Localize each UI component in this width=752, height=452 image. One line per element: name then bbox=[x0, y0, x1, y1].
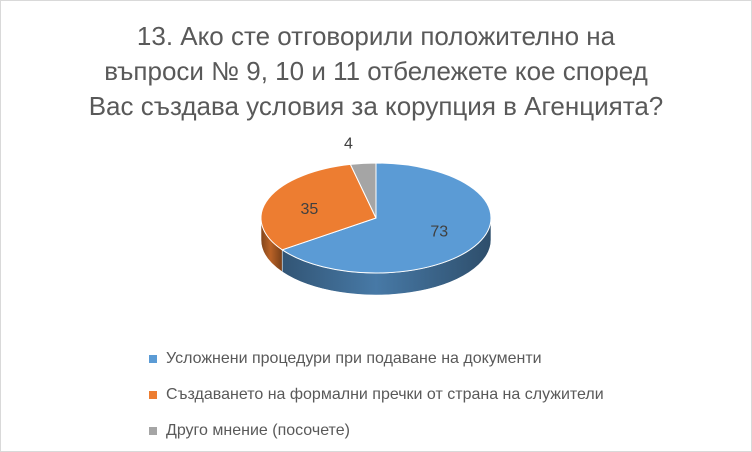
chart-title: 13. Ако сте отговорили положително на въ… bbox=[61, 19, 691, 124]
legend-swatch-other-opinion bbox=[149, 427, 157, 435]
pie-slice-other-opinion bbox=[349, 162, 377, 219]
legend-label-formal-obstacles: Създаването на формални пречки от страна… bbox=[166, 386, 604, 403]
legend-item-formal-obstacles: Създаването на формални пречки от страна… bbox=[149, 377, 604, 413]
chart-title-line-2: въпроси № 9, 10 и 11 отбележете кое спор… bbox=[104, 56, 648, 86]
data-label-formal-obstacles: 35 bbox=[301, 201, 319, 218]
legend-label-other-opinion: Друго мнение (посочете) bbox=[166, 422, 350, 439]
pie-slice-procedures bbox=[281, 162, 492, 274]
chart-title-line-3: Вас създава условия за корупция в Агенци… bbox=[88, 91, 664, 121]
data-label-other-opinion: 4 bbox=[344, 136, 353, 153]
legend-swatch-formal-obstacles bbox=[149, 391, 157, 399]
legend-item-procedures: Усложнени процедури при подаване на доку… bbox=[149, 341, 604, 377]
pie-slice-formal-obstacles bbox=[260, 163, 377, 251]
legend-item-other-opinion: Друго мнение (посочете) bbox=[149, 413, 604, 449]
legend: Усложнени процедури при подаване на доку… bbox=[149, 341, 604, 449]
chart-title-line-1: 13. Ако сте отговорили положително на bbox=[136, 21, 616, 51]
data-label-procedures: 73 bbox=[430, 224, 448, 241]
legend-swatch-procedures bbox=[149, 355, 157, 363]
legend-label-procedures: Усложнени процедури при подаване на доку… bbox=[166, 350, 542, 367]
